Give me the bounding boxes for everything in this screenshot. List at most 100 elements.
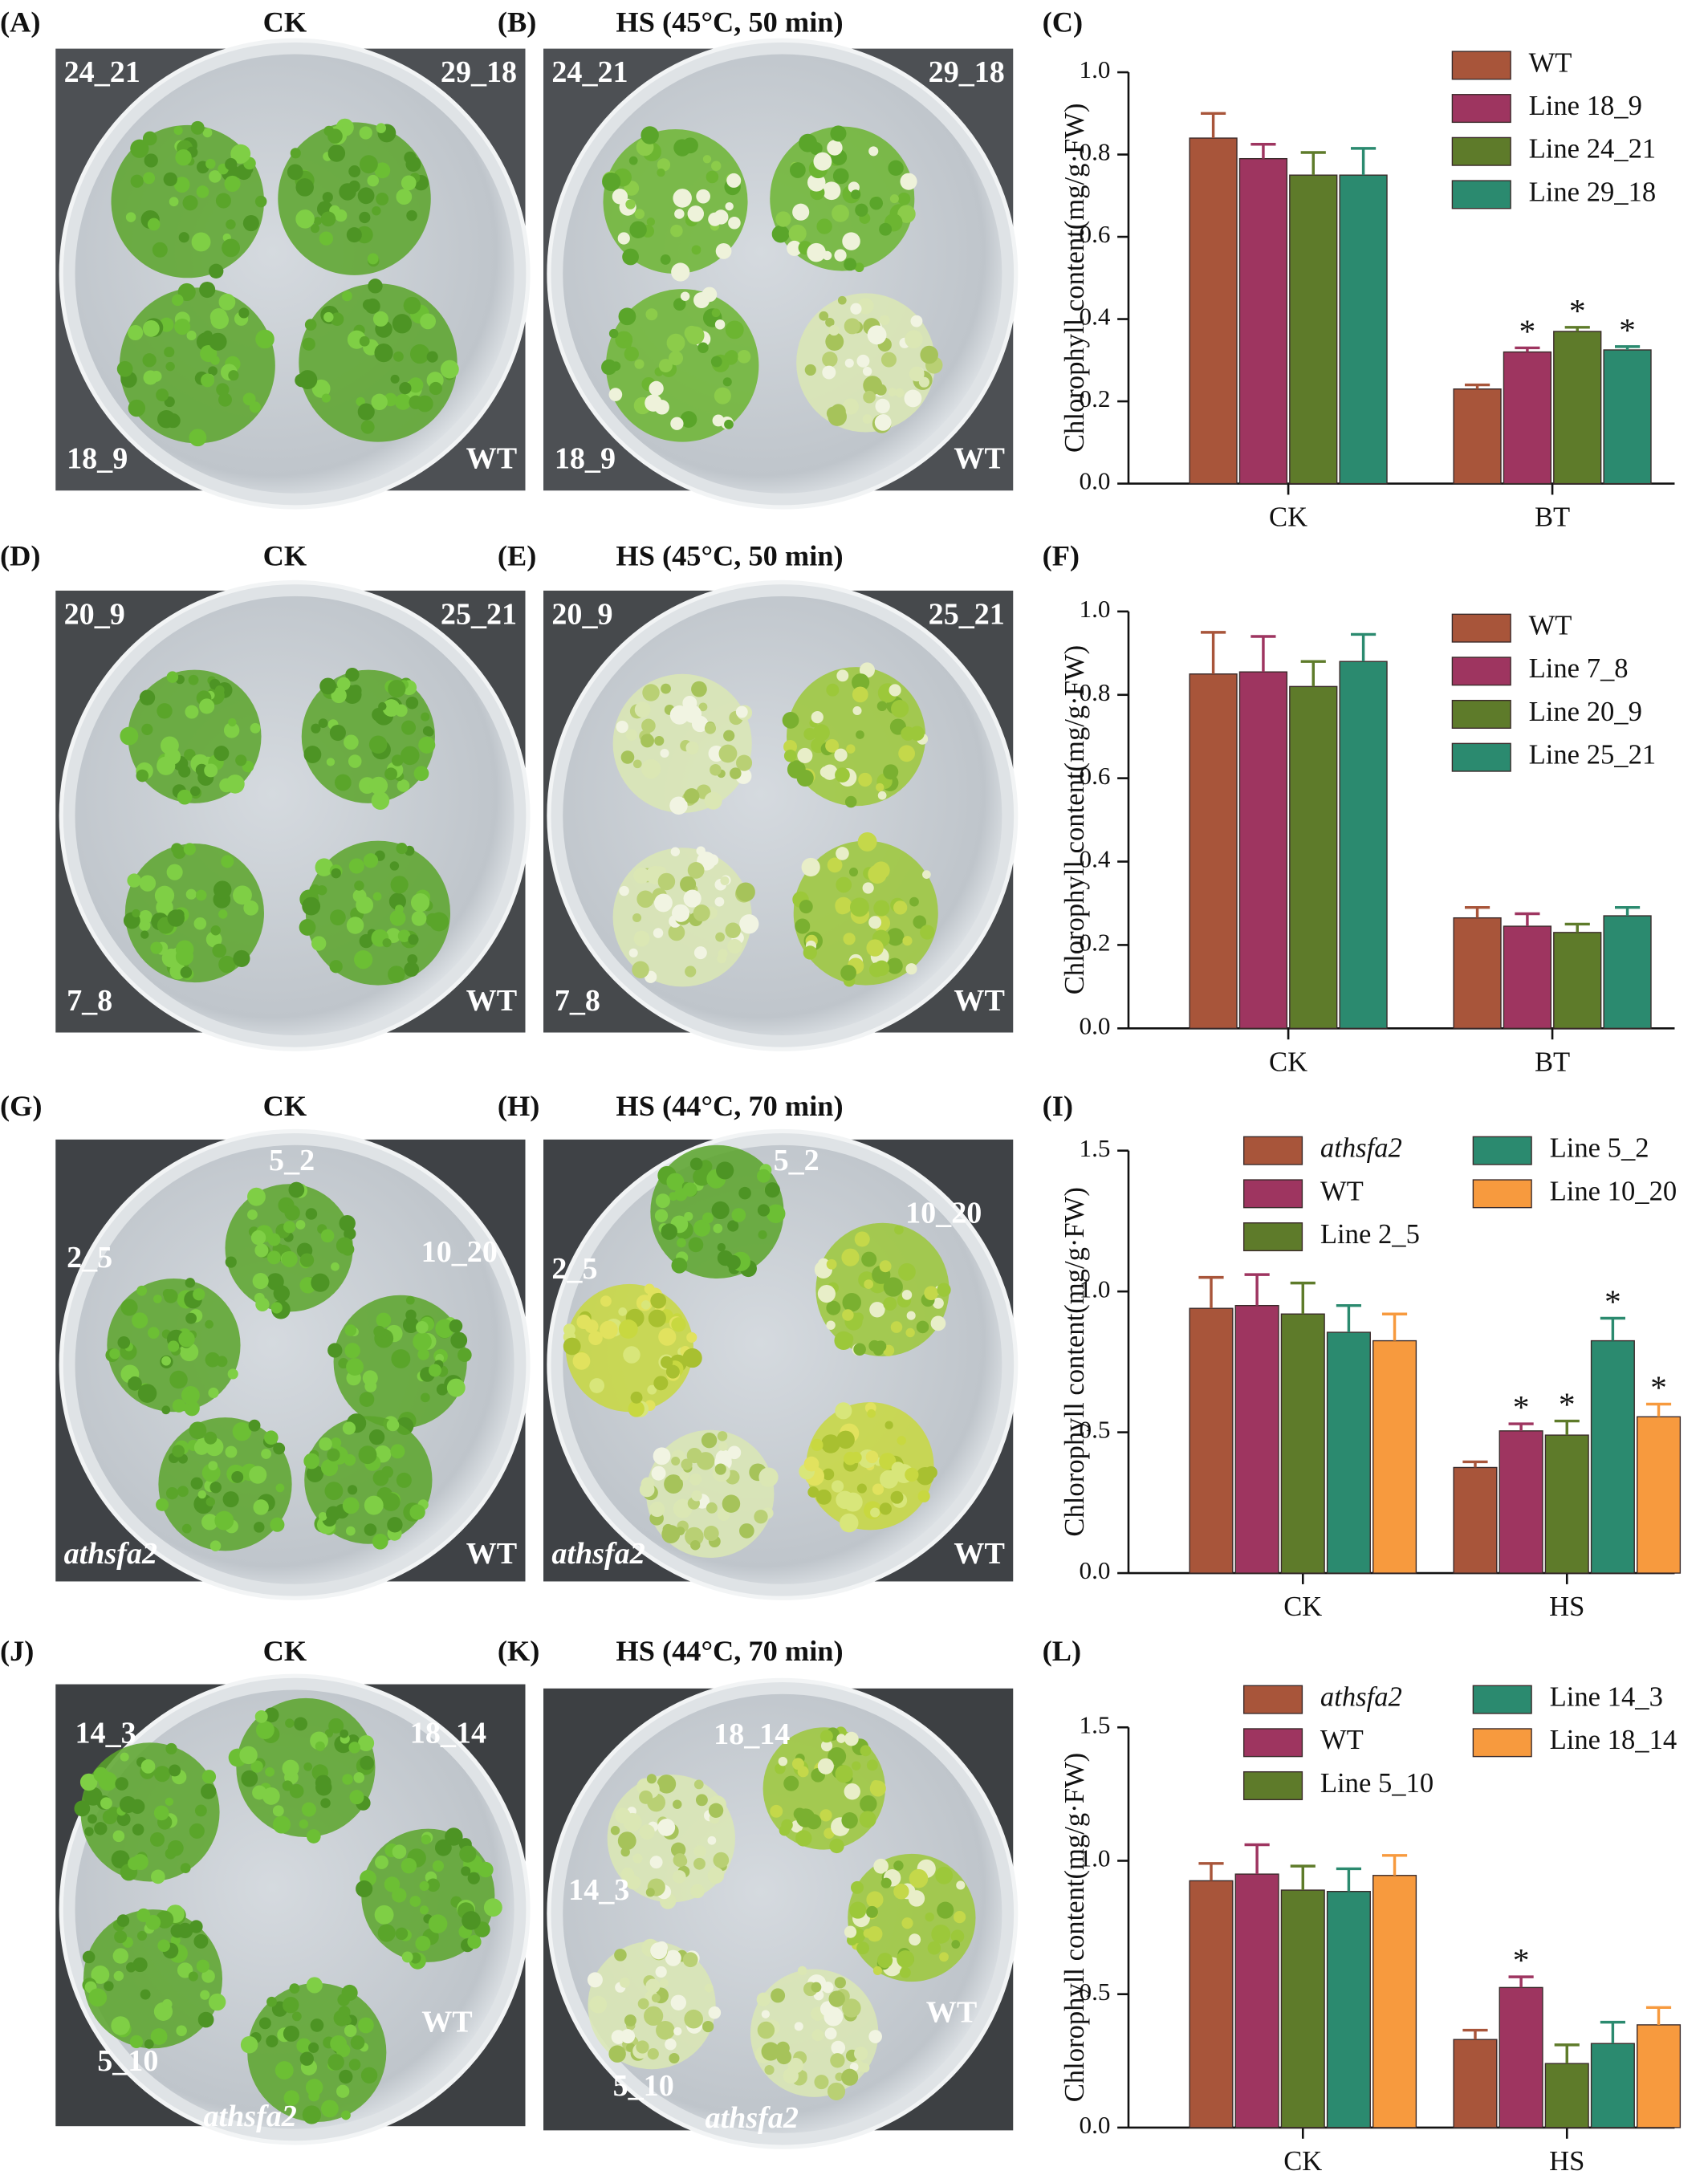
plate-label: WT [421,2005,472,2039]
seedling [644,1283,655,1295]
seedling [820,1811,831,1822]
seedling [303,746,322,763]
seedling [129,2035,144,2049]
seedling [925,1912,934,1922]
seedling [853,1312,864,1323]
seedling [857,832,877,852]
seedling [639,1824,655,1840]
seedling [330,909,346,926]
seedling [218,392,232,407]
seedling [409,1504,425,1520]
seedling [299,1253,315,1267]
seedling [121,1368,133,1380]
seedling [478,1861,494,1878]
seedling [620,1977,630,1988]
seedling [175,947,194,966]
seedling [126,1962,136,1973]
seedling [684,2009,703,2029]
seedling [852,686,868,703]
seedling [646,1774,657,1784]
seedling [190,786,201,796]
seedling [880,352,897,368]
seedling [150,941,163,954]
seedling [306,1465,324,1482]
seedling [791,1758,804,1770]
seedling [250,1760,263,1773]
seedling [825,332,844,352]
seedling [803,1456,819,1472]
seedling [235,754,247,766]
seedling [183,843,196,856]
seedling [266,1996,277,2007]
bar [1372,1340,1417,1574]
legend-swatch [1472,1685,1532,1714]
seedling [213,880,232,899]
seedling [893,900,908,915]
seedling [900,173,917,190]
seedling [354,950,373,970]
seedling [390,1444,405,1459]
bar [1234,1304,1279,1574]
seedling [231,1470,244,1483]
seedling-cluster [83,1909,223,2049]
legend-swatch [1472,1179,1532,1209]
seedling [165,1487,179,1500]
seedling [618,1307,628,1316]
seedling [91,1966,110,1984]
seedling [901,1290,913,1300]
seedling [405,1295,415,1305]
seedling [119,1795,137,1814]
significance-mark: * [1650,1369,1667,1406]
seedling [640,734,655,748]
seedling [178,232,189,243]
seedling [342,1421,356,1435]
seedling [862,414,872,424]
seedling [342,1774,353,1785]
seedling [282,1780,293,1791]
seedling [221,855,234,868]
seedling [184,1400,200,1417]
seedling [831,1480,844,1493]
seedling [868,146,879,157]
seedling [683,889,702,908]
seedling [826,1320,836,1330]
seedling [825,738,840,753]
seedling [150,1831,165,1847]
seedling [248,1419,261,1432]
seedling [715,932,725,942]
seedling [116,360,133,377]
seedling [169,1370,188,1389]
seedling [757,2021,775,2039]
seedling-cluster [278,122,431,275]
seedling [851,1880,864,1894]
seedling [875,1340,887,1352]
seedling [876,783,885,792]
seedling [295,373,308,388]
seedling [831,2040,846,2055]
seedling [804,364,816,376]
seedling [889,194,899,204]
seedling [834,748,848,762]
seedling [883,764,899,780]
seedling [305,2079,323,2096]
legend-label: Line 10_20 [1550,1176,1678,1206]
seedling [184,749,196,761]
petri-dish [563,54,1002,494]
bar [1238,671,1288,1030]
legend-label: Line 25_21 [1529,740,1657,770]
seedling [402,1316,420,1334]
y-tick-label: 1.5 [1080,1134,1111,1162]
seedling [188,674,199,685]
seedling [79,1773,98,1791]
seedling [836,1430,855,1449]
seedling [632,913,642,923]
seedling [624,346,639,362]
seedling [415,1935,431,1952]
seedling [608,388,623,401]
bar [1637,2024,1682,2128]
seedling [128,399,146,417]
seedling [710,356,722,368]
bar [1280,1313,1325,1574]
seedling [708,1803,724,1818]
seedling [225,1445,238,1458]
